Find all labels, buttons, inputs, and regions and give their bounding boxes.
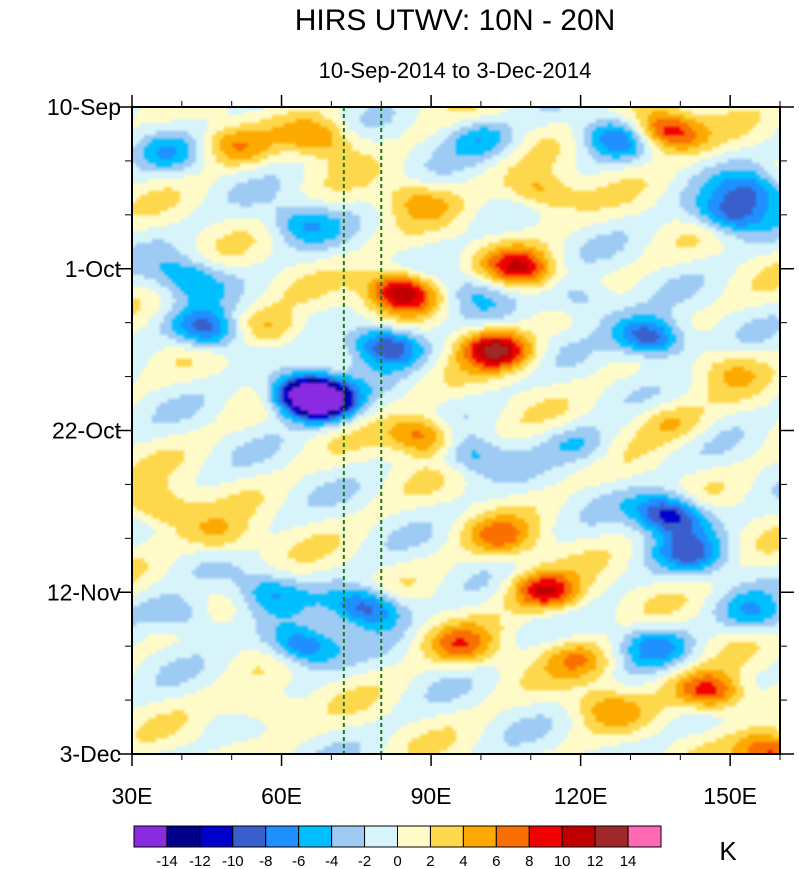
colorbar-level-label: -4 — [325, 853, 338, 869]
colorbar-level-label: 2 — [426, 853, 434, 869]
colorbar-level-label: -12 — [189, 853, 211, 869]
colorbar-swatch — [133, 825, 168, 848]
colorbar-swatch — [594, 825, 629, 848]
colorbar-level-label: -14 — [156, 853, 178, 869]
colorbar-level-label: -8 — [259, 853, 272, 869]
colorbar-swatch — [528, 825, 563, 848]
axis-ticks — [118, 95, 794, 766]
colorbar-labels: -14 -12 -10 -8 -6 -4 -2 0 2 4 6 8 10 12 14 — [156, 853, 636, 869]
colorbar-swatch — [495, 825, 530, 848]
chart-subtitle: 10-Sep-2014 to 3-Dec-2014 — [319, 58, 592, 83]
x-tick-labels: 30E 60E 90E 120E 150E — [112, 783, 757, 809]
colorbar-level-label: 14 — [620, 853, 637, 869]
colorbar-level-label: 10 — [554, 853, 571, 869]
reference-lines — [342, 107, 383, 754]
colorbar-swatch — [462, 825, 497, 848]
y-tick-label: 22-Oct — [52, 418, 122, 444]
colorbar-swatch — [166, 825, 201, 848]
colorbar-swatch — [561, 825, 596, 848]
colorbar-swatch — [429, 825, 464, 848]
colorbar-level-label: 0 — [393, 853, 401, 869]
y-tick-labels: 10-Sep 1-Oct 22-Oct 12-Nov 3-Dec — [47, 94, 122, 767]
colorbar-unit-label: K — [719, 836, 737, 866]
colorbar-level-label: 12 — [587, 853, 604, 869]
colorbar-swatch — [265, 825, 300, 848]
colorbar-swatch — [397, 825, 431, 848]
colorbar-level-label: 6 — [492, 853, 500, 869]
colorbar-level-label: -2 — [358, 853, 371, 869]
x-tick-label: 150E — [703, 783, 757, 809]
x-tick-label: 60E — [261, 783, 302, 809]
colorbar-level-label: -6 — [292, 853, 305, 869]
colorbar-swatch — [232, 825, 267, 848]
y-tick-label: 3-Dec — [60, 741, 121, 767]
contour-field — [132, 107, 780, 754]
colorbar-swatch — [331, 825, 366, 848]
x-tick-label: 120E — [554, 783, 608, 809]
colorbar-level-label: 8 — [525, 853, 533, 869]
y-tick-label: 10-Sep — [47, 94, 121, 120]
colorbar-level-label: 4 — [459, 853, 467, 869]
colorbar-swatch — [364, 825, 398, 848]
colorbar-swatch — [627, 825, 662, 848]
x-tick-label: 30E — [112, 783, 153, 809]
x-tick-label: 90E — [411, 783, 452, 809]
colorbar — [133, 825, 662, 848]
colorbar-level-label: -10 — [222, 853, 244, 869]
y-tick-label: 12-Nov — [47, 579, 122, 605]
y-tick-label: 1-Oct — [65, 256, 122, 282]
plot-area — [132, 107, 780, 754]
colorbar-swatch — [199, 825, 234, 848]
colorbar-swatch — [298, 825, 333, 848]
chart-title: HIRS UTWV: 10N - 20N — [295, 4, 616, 37]
